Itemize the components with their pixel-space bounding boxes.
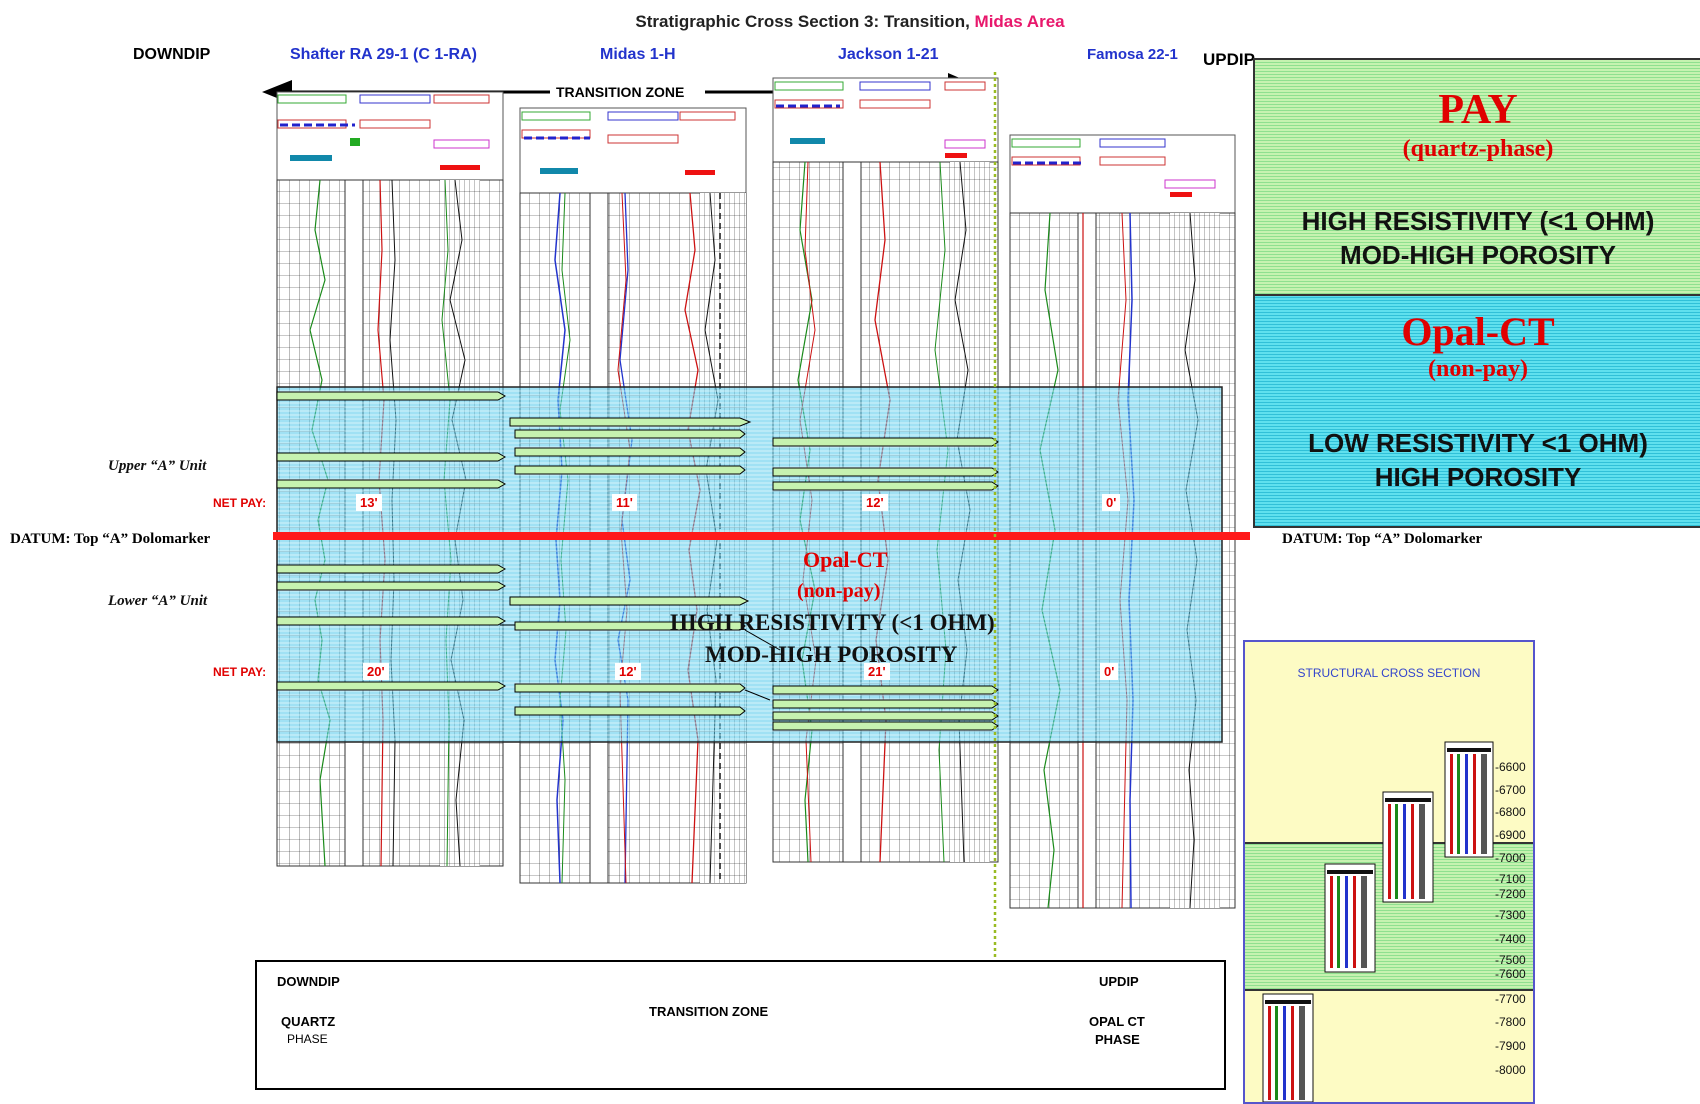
net-pay-value: 12': [615, 663, 641, 680]
legend-opal-line2: HIGH POROSITY: [1374, 462, 1582, 492]
legend-pay-line1: HIGH RESISTIVITY (<1 OHM): [1301, 206, 1655, 236]
cross-section-diagram: [262, 72, 1250, 960]
depth-label: -7600: [1495, 967, 1526, 981]
lower-unit-label: Lower “A” Unit: [108, 593, 208, 609]
bottom-transition: TRANSITION ZONE: [645, 1004, 773, 1019]
net-pay-value: 20': [363, 663, 389, 680]
depth-label: -6800: [1495, 805, 1526, 819]
updip-label: UPDIP: [1203, 50, 1255, 69]
depth-label: -7800: [1495, 1015, 1526, 1029]
bottom-opal-phase: PHASE: [1095, 1032, 1140, 1047]
title-highlight: Midas Area: [974, 12, 1065, 31]
legend-box: PAY (quartz-phase) HIGH RESISTIVITY (<1 …: [1253, 58, 1700, 528]
depth-label: -7100: [1495, 872, 1526, 886]
title-text: Stratigraphic Cross Section 3: Transitio…: [635, 12, 970, 31]
datum-label-right: DATUM: Top “A” Dolomarker: [1282, 531, 1483, 547]
depth-label: -6900: [1495, 828, 1526, 842]
depth-label: -6700: [1495, 783, 1526, 797]
depth-label: -6600: [1495, 760, 1526, 774]
depth-label: -7200: [1495, 887, 1526, 901]
depth-label: -8000: [1495, 1063, 1526, 1077]
overlay-opal-title: Opal-CT: [803, 547, 888, 572]
page-title: Stratigraphic Cross Section 3: Transitio…: [0, 12, 1700, 32]
legend-pay-title: PAY: [1438, 87, 1518, 133]
legend-pay-section: PAY (quartz-phase) HIGH RESISTIVITY (<1 …: [1255, 60, 1700, 294]
depth-label: -7900: [1495, 1039, 1526, 1053]
net-pay-label-upper: NET PAY:: [213, 496, 267, 510]
overlay-nonpay: (non-pay): [797, 580, 881, 602]
bottom-legend-box: DOWNDIP QUARTZ PHASE TRANSITION ZONE UPD…: [255, 960, 1226, 1090]
net-pay-label-lower: NET PAY:: [213, 665, 267, 679]
overlay-resistivity: HIGH RESISTIVITY (<1 OHM): [670, 610, 995, 635]
datum-label-left: DATUM: Top “A” Dolomarker: [10, 531, 211, 547]
depth-label: -7500: [1495, 953, 1526, 967]
net-pay-value: 13': [356, 494, 382, 511]
transition-zone-label: TRANSITION ZONE: [553, 84, 688, 100]
depth-label: -7700: [1495, 992, 1526, 1006]
legend-opal-title: Opal-CT: [1401, 309, 1555, 354]
depth-label: -7400: [1495, 932, 1526, 946]
depth-label: -7300: [1495, 908, 1526, 922]
net-pay-value: 21': [864, 663, 890, 680]
legend-pay-line2: MOD-HIGH POROSITY: [1340, 240, 1616, 270]
legend-opal-section: Opal-CT (non-pay) LOW RESISTIVITY <1 OHM…: [1255, 294, 1700, 526]
legend-opal-subtitle: (non-pay): [1427, 356, 1529, 382]
well-name-2: Midas 1-H: [600, 46, 676, 63]
pay-bands: [276, 391, 999, 731]
upper-unit-label: Upper “A” Unit: [108, 458, 207, 474]
bottom-quartz-phase: PHASE: [287, 1032, 328, 1046]
correlation-lines: [500, 624, 781, 701]
legend-opal-line1: LOW RESISTIVITY <1 OHM): [1308, 428, 1648, 458]
net-pay-value: 0': [1102, 494, 1121, 511]
bottom-opal-ct: OPAL CT: [1089, 1014, 1145, 1029]
legend-pay-subtitle: (quartz-phase): [1402, 136, 1554, 162]
bottom-quartz: QUARTZ: [281, 1014, 336, 1029]
structural-title: STRUCTURAL CROSS SECTION: [1297, 666, 1481, 680]
bottom-updip: UPDIP: [1099, 974, 1139, 989]
net-pay-value: 0': [1100, 663, 1119, 680]
structural-cross-section: STRUCTURAL CROSS SECTION: [1243, 640, 1535, 1104]
downdip-label: DOWNDIP: [133, 46, 211, 63]
net-pay-value: 11': [612, 494, 637, 511]
overlay-porosity: MOD-HIGH POROSITY: [705, 642, 958, 667]
well-name-3: Jackson 1-21: [838, 46, 939, 63]
depth-label: -7000: [1495, 851, 1526, 865]
well-name-4: Famosa 22-1: [1087, 46, 1178, 63]
structural-wells: [1262, 741, 1494, 1102]
net-pay-value: 12': [862, 494, 888, 511]
well-name-1: Shafter RA 29-1 (C 1-RA): [290, 46, 477, 63]
bottom-downdip: DOWNDIP: [277, 974, 340, 989]
